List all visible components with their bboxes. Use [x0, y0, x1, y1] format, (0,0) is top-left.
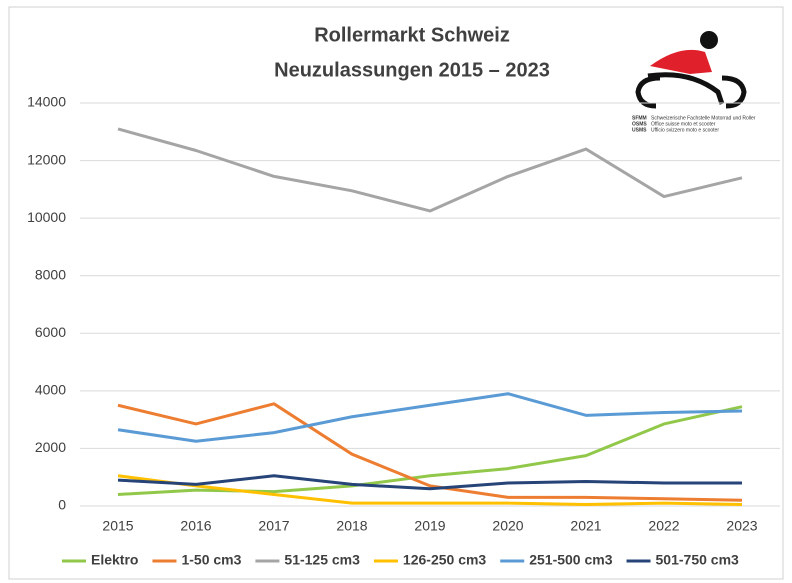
series-line	[117, 402, 743, 502]
y-tick-label: 10000	[27, 209, 66, 225]
logo-abbr: SFMM	[632, 115, 647, 121]
y-tick-label: 14000	[27, 94, 66, 110]
logo-abbr: USMS	[632, 127, 647, 133]
x-tick-label: 2020	[492, 518, 523, 534]
x-tick-label: 2022	[648, 518, 679, 534]
series-line	[117, 392, 743, 443]
logo: SFMM Schweizerische Fachstelle Motorrad u…	[625, 22, 758, 140]
legend-label: 1-50 cm3	[181, 552, 241, 568]
legend-label: 501-750 cm3	[656, 552, 740, 568]
x-tick-label: 2017	[258, 518, 289, 534]
logo-abbr: OSMS	[632, 121, 647, 127]
series-line	[117, 474, 743, 507]
y-tick-label: 2000	[35, 439, 66, 455]
series-line	[117, 405, 743, 496]
logo-wheel	[635, 75, 661, 109]
logo-text: Schweizerische Fachstelle Motorrad und R…	[651, 115, 756, 121]
y-tick-label: 6000	[35, 324, 66, 340]
logo-head	[700, 31, 718, 49]
y-tick-label: 4000	[35, 382, 66, 398]
series-line	[117, 474, 742, 491]
x-tick-label: 2019	[414, 518, 445, 534]
series-line	[117, 127, 743, 213]
chart-title: Rollermarkt Schweiz	[314, 24, 510, 46]
y-tick-label: 0	[58, 497, 66, 513]
x-tick-label: 2023	[726, 518, 757, 534]
chart-subtitle: Neuzulassungen 2015 – 2023	[274, 59, 550, 81]
legend-label: 51-125 cm3	[284, 552, 360, 568]
x-tick-label: 2015	[102, 518, 133, 534]
logo-wheel	[721, 75, 747, 109]
logo-frame	[647, 72, 725, 105]
legend-label: Elektro	[91, 552, 138, 568]
y-tick-label: 8000	[35, 266, 66, 282]
legend-label: 251-500 cm3	[529, 552, 613, 568]
x-tick-label: 2016	[180, 518, 211, 534]
x-tick-label: 2021	[570, 518, 601, 534]
y-tick-label: 12000	[27, 151, 66, 167]
logo-text: Office suisse moto et scooter	[651, 121, 716, 127]
x-tick-label: 2018	[336, 518, 367, 534]
legend-label: 126-250 cm3	[403, 552, 487, 568]
logo-text: Ufficio svizzero moto e scooter	[651, 127, 719, 133]
logo-body	[650, 49, 712, 74]
